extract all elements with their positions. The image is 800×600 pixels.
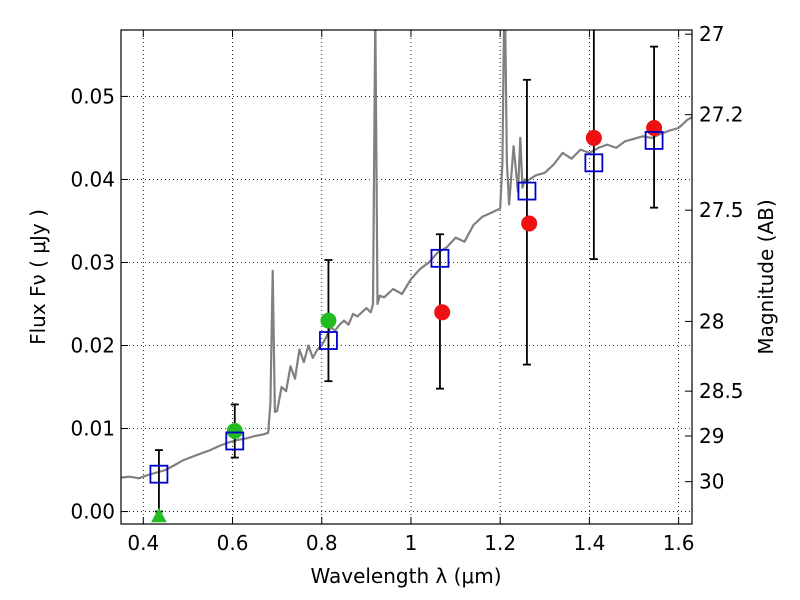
y-tick-label: 0.01 (70, 417, 115, 441)
model-square-point (644, 131, 664, 150)
x-axis-label: Wavelength λ (μm) (310, 564, 501, 588)
model-square-point (430, 248, 450, 268)
x-tick-label: 0.6 (217, 531, 249, 555)
y2-tick-label: 27 (699, 22, 724, 46)
model-square-point (149, 464, 169, 484)
data-point (434, 304, 451, 321)
model-square-point (584, 153, 604, 173)
y-axis: 0.00 0.01 0.02 0.03 0.04 0.05 (70, 84, 128, 524)
y2-axis-label: Magnitude (AB) (754, 199, 778, 354)
x-tick-label: 1.2 (484, 531, 516, 555)
model-square-point (319, 331, 338, 350)
y2-axis: 27 27.2 27.5 28 28.5 29 30 (685, 22, 744, 494)
data-point (521, 215, 538, 232)
x-tick-label: 1 (405, 531, 418, 555)
plot-frame (120, 29, 693, 525)
y-axis-label: Flux Fν ( μJy ) (26, 209, 50, 345)
data-point (646, 119, 663, 136)
x-tick-label: 1.4 (573, 531, 605, 555)
y2-tick-label: 30 (699, 470, 724, 494)
y-tick-label: 0.03 (70, 250, 115, 274)
y-tick-label: 0.05 (70, 84, 115, 108)
data-point (320, 312, 337, 329)
y2-tick-label: 28 (699, 309, 724, 333)
plot-area (121, 30, 692, 523)
grid-lines (121, 30, 692, 524)
y-tick-label: 0.04 (70, 167, 115, 191)
y2-tick-label: 27.2 (699, 103, 744, 127)
x-tick-label: 1.6 (663, 531, 695, 555)
model-square-point (517, 181, 537, 201)
x-axis: 0.4 0.6 0.8 1 1.2 1.4 1.6 (127, 30, 695, 555)
y2-tick-label: 28.5 (699, 379, 744, 403)
data-point (226, 423, 243, 440)
y2-tick-label: 29 (699, 424, 724, 448)
y-tick-label: 0.00 (70, 500, 115, 524)
y-tick-label: 0.02 (70, 333, 115, 357)
x-tick-label: 0.8 (306, 531, 338, 555)
upper-limit-triangle (151, 507, 167, 523)
data-point (585, 129, 602, 146)
y2-tick-label: 27.5 (699, 198, 744, 222)
model-square-point (225, 431, 245, 451)
spectrum-line (121, 30, 692, 480)
x-tick-label: 0.4 (127, 531, 159, 555)
